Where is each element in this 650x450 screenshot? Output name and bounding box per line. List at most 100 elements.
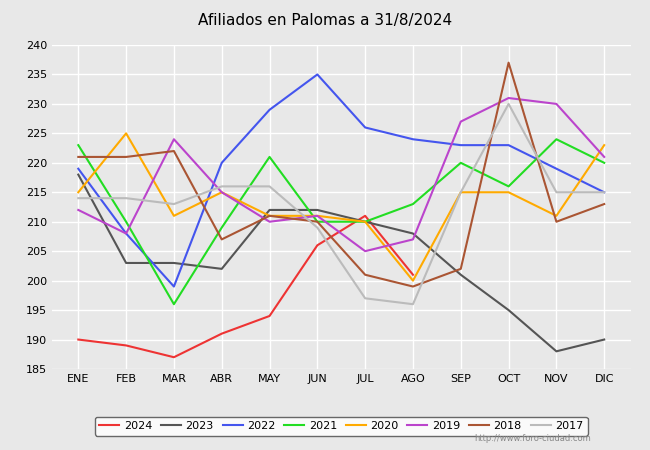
2019 (504, 95, 512, 101)
2020 (504, 189, 512, 195)
2020 (601, 143, 608, 148)
2022 (74, 166, 82, 171)
2024 (74, 337, 82, 342)
2022 (170, 284, 178, 289)
2021 (170, 302, 178, 307)
Line: 2023: 2023 (78, 175, 604, 351)
2021 (218, 225, 226, 230)
2021 (457, 160, 465, 166)
2022 (552, 166, 560, 171)
2018 (218, 237, 226, 242)
2020 (409, 278, 417, 284)
2018 (457, 266, 465, 271)
2018 (313, 219, 321, 225)
2021 (504, 184, 512, 189)
2021 (361, 219, 369, 225)
2023 (74, 172, 82, 177)
2019 (601, 154, 608, 160)
2024 (361, 213, 369, 219)
2024 (218, 331, 226, 336)
2022 (122, 231, 130, 236)
2018 (361, 272, 369, 278)
2021 (122, 219, 130, 225)
2017 (601, 189, 608, 195)
2017 (361, 296, 369, 301)
2023 (218, 266, 226, 271)
2019 (361, 248, 369, 254)
2017 (218, 184, 226, 189)
2021 (409, 201, 417, 207)
2022 (457, 143, 465, 148)
2018 (552, 219, 560, 225)
2020 (457, 189, 465, 195)
2023 (313, 207, 321, 213)
2017 (409, 302, 417, 307)
2018 (122, 154, 130, 160)
2019 (122, 231, 130, 236)
2020 (218, 189, 226, 195)
2023 (266, 207, 274, 213)
2023 (457, 272, 465, 278)
2023 (601, 337, 608, 342)
2024 (409, 272, 417, 278)
2018 (170, 148, 178, 154)
2018 (409, 284, 417, 289)
Line: 2018: 2018 (78, 63, 604, 287)
Line: 2020: 2020 (78, 133, 604, 281)
Line: 2017: 2017 (78, 104, 604, 304)
2020 (552, 213, 560, 219)
2017 (122, 195, 130, 201)
2023 (361, 219, 369, 225)
2022 (504, 143, 512, 148)
2020 (74, 189, 82, 195)
Line: 2024: 2024 (78, 216, 413, 357)
2021 (313, 219, 321, 225)
2019 (218, 189, 226, 195)
Line: 2022: 2022 (78, 74, 604, 287)
2023 (409, 231, 417, 236)
2017 (457, 189, 465, 195)
2019 (409, 237, 417, 242)
2022 (313, 72, 321, 77)
2020 (170, 213, 178, 219)
2021 (74, 143, 82, 148)
2023 (122, 260, 130, 265)
2023 (552, 349, 560, 354)
2024 (122, 343, 130, 348)
2019 (170, 136, 178, 142)
2020 (266, 213, 274, 219)
Line: 2019: 2019 (78, 98, 604, 251)
2020 (313, 213, 321, 219)
Line: 2021: 2021 (78, 139, 604, 304)
2024 (170, 355, 178, 360)
2019 (266, 219, 274, 225)
Text: Afiliados en Palomas a 31/8/2024: Afiliados en Palomas a 31/8/2024 (198, 13, 452, 28)
2019 (552, 101, 560, 107)
2022 (409, 136, 417, 142)
2023 (170, 260, 178, 265)
2018 (266, 213, 274, 219)
2022 (601, 189, 608, 195)
Text: http://www.foro-ciudad.com: http://www.foro-ciudad.com (474, 434, 592, 443)
2019 (74, 207, 82, 213)
2018 (74, 154, 82, 160)
Legend: 2024, 2023, 2022, 2021, 2020, 2019, 2018, 2017: 2024, 2023, 2022, 2021, 2020, 2019, 2018… (95, 417, 588, 436)
2017 (170, 201, 178, 207)
2021 (552, 136, 560, 142)
2017 (74, 195, 82, 201)
2018 (601, 201, 608, 207)
2019 (457, 119, 465, 124)
2017 (552, 189, 560, 195)
2022 (361, 125, 369, 130)
2024 (266, 313, 274, 319)
2022 (266, 107, 274, 112)
2017 (266, 184, 274, 189)
2023 (504, 307, 512, 313)
2019 (313, 213, 321, 219)
2020 (361, 219, 369, 225)
2018 (504, 60, 512, 65)
2022 (218, 160, 226, 166)
2024 (313, 243, 321, 248)
2017 (504, 101, 512, 107)
2017 (313, 225, 321, 230)
